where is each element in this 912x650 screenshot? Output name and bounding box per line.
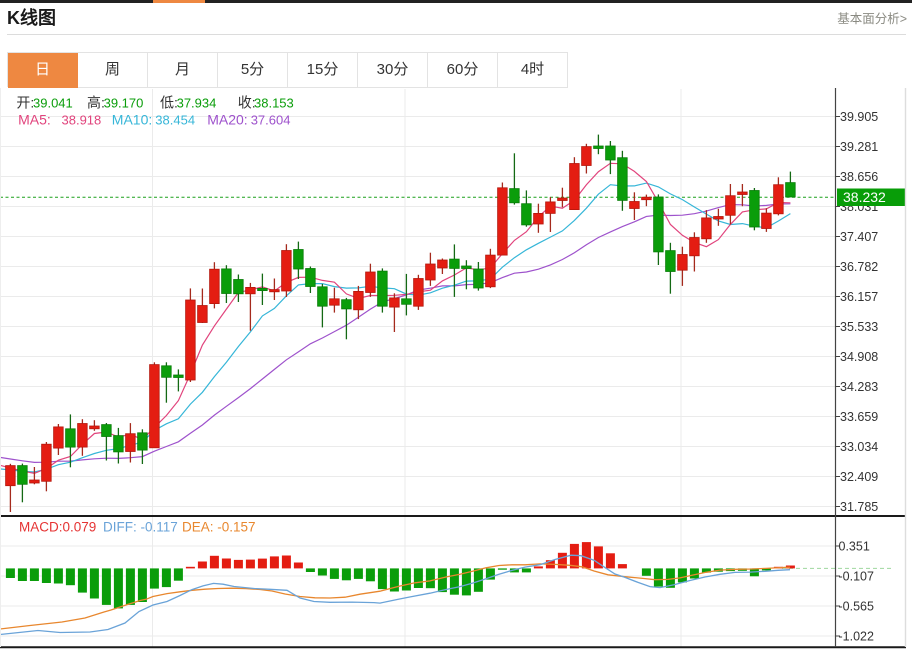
svg-text:MACD:0.079: MACD:0.079 bbox=[19, 520, 96, 535]
svg-text:38.153: 38.153 bbox=[254, 96, 294, 111]
svg-text:33.034: 33.034 bbox=[840, 440, 878, 454]
svg-text:34.283: 34.283 bbox=[840, 380, 878, 394]
svg-text:36.157: 36.157 bbox=[840, 290, 878, 304]
svg-text:DEA: -0.157: DEA: -0.157 bbox=[182, 520, 256, 535]
svg-text:35.533: 35.533 bbox=[840, 320, 878, 334]
svg-text:37.407: 37.407 bbox=[840, 230, 878, 244]
svg-text:38.918: 38.918 bbox=[62, 113, 102, 128]
svg-text:39.170: 39.170 bbox=[104, 96, 144, 111]
svg-text:38.656: 38.656 bbox=[840, 170, 878, 184]
svg-text:-0.565: -0.565 bbox=[839, 599, 874, 613]
svg-text:MA20:: MA20: bbox=[207, 112, 247, 128]
svg-text:开:: 开: bbox=[16, 95, 34, 111]
svg-text:MA10:: MA10: bbox=[112, 112, 152, 128]
svg-text:37.604: 37.604 bbox=[251, 113, 291, 128]
svg-text:低:: 低: bbox=[160, 95, 178, 111]
svg-text:-1.022: -1.022 bbox=[839, 629, 874, 643]
svg-text:31.785: 31.785 bbox=[840, 500, 878, 514]
svg-text:MA5:: MA5: bbox=[18, 112, 51, 128]
svg-text:36.782: 36.782 bbox=[840, 260, 878, 274]
svg-text:38.454: 38.454 bbox=[155, 113, 195, 128]
svg-text:39.041: 39.041 bbox=[33, 96, 73, 111]
svg-text:33.659: 33.659 bbox=[840, 410, 878, 424]
svg-text:高:: 高: bbox=[87, 95, 105, 111]
svg-text:38.232: 38.232 bbox=[843, 189, 886, 205]
svg-text:-0.107: -0.107 bbox=[839, 569, 874, 583]
svg-text:32.409: 32.409 bbox=[840, 470, 878, 484]
svg-text:34.908: 34.908 bbox=[840, 350, 878, 364]
svg-text:收:: 收: bbox=[238, 95, 256, 111]
svg-text:37.934: 37.934 bbox=[177, 96, 217, 111]
svg-text:DIFF: -0.117: DIFF: -0.117 bbox=[103, 520, 178, 535]
svg-text:39.905: 39.905 bbox=[840, 110, 878, 124]
svg-text:39.281: 39.281 bbox=[840, 140, 878, 154]
svg-text:0.351: 0.351 bbox=[839, 539, 870, 553]
